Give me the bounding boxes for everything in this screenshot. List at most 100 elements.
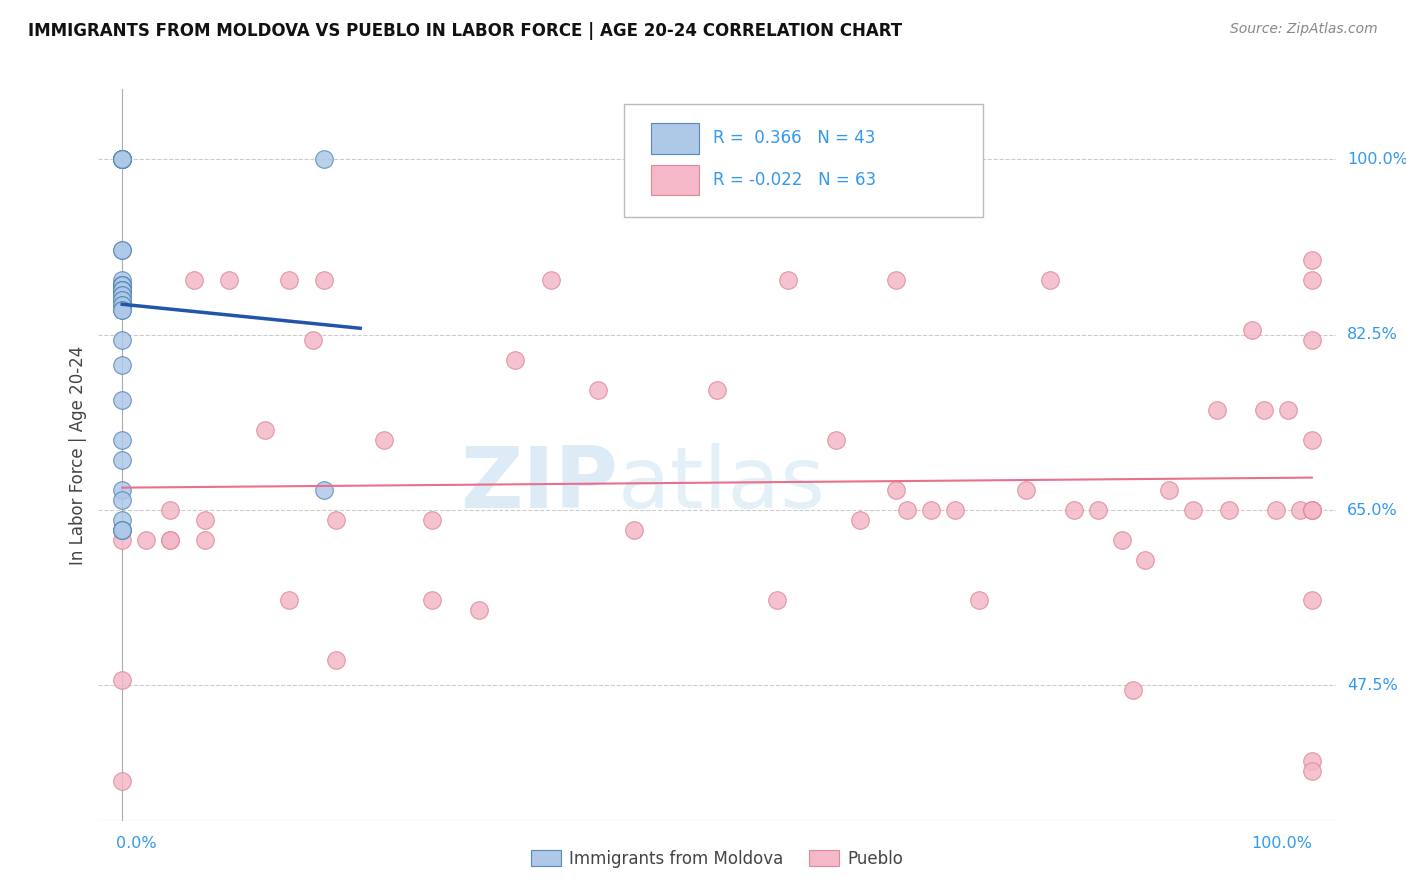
Point	[111, 272, 134, 286]
Point	[301, 333, 323, 347]
Point	[1111, 533, 1133, 547]
FancyBboxPatch shape	[624, 103, 983, 218]
Point	[1087, 503, 1109, 517]
Point	[314, 272, 336, 286]
Point	[967, 593, 990, 607]
Point	[111, 153, 134, 167]
Point	[1301, 764, 1323, 778]
Y-axis label: In Labor Force | Age 20-24: In Labor Force | Age 20-24	[69, 345, 87, 565]
Point	[586, 383, 609, 397]
Point	[218, 272, 240, 286]
Point	[1301, 252, 1323, 267]
Point	[111, 298, 134, 312]
Text: 82.5%: 82.5%	[1347, 327, 1398, 343]
Point	[111, 298, 134, 312]
Point	[111, 277, 134, 292]
Point	[111, 243, 134, 257]
Point	[277, 593, 299, 607]
Point	[765, 593, 787, 607]
Point	[111, 153, 134, 167]
Text: Source: ZipAtlas.com: Source: ZipAtlas.com	[1230, 22, 1378, 37]
Point	[420, 513, 443, 527]
Point	[111, 283, 134, 297]
Point	[111, 277, 134, 292]
Point	[183, 272, 205, 286]
Point	[111, 153, 134, 167]
Point	[111, 153, 134, 167]
Point	[884, 272, 907, 286]
Point	[111, 453, 134, 467]
Point	[111, 283, 134, 297]
Text: 0.0%: 0.0%	[117, 836, 157, 851]
Point	[111, 153, 134, 167]
Text: atlas: atlas	[619, 442, 827, 525]
Point	[778, 272, 800, 286]
Point	[1301, 503, 1323, 517]
Point	[111, 483, 134, 497]
Point	[1301, 754, 1323, 768]
Text: 65.0%: 65.0%	[1347, 502, 1398, 517]
Point	[1241, 323, 1264, 337]
Point	[920, 503, 942, 517]
Point	[1015, 483, 1038, 497]
Point	[194, 533, 217, 547]
Text: R = -0.022   N = 63: R = -0.022 N = 63	[713, 171, 876, 189]
Point	[1205, 402, 1227, 417]
Point	[373, 433, 395, 447]
Point	[111, 153, 134, 167]
Point	[111, 513, 134, 527]
Point	[1301, 333, 1323, 347]
Text: 100.0%: 100.0%	[1347, 152, 1406, 167]
Point	[253, 423, 276, 437]
Point	[706, 383, 728, 397]
Point	[159, 533, 181, 547]
Point	[314, 153, 336, 167]
Point	[111, 287, 134, 301]
Point	[111, 302, 134, 317]
Point	[420, 593, 443, 607]
Point	[111, 358, 134, 372]
Text: 100.0%: 100.0%	[1251, 836, 1312, 851]
Point	[111, 523, 134, 537]
Point	[1253, 402, 1275, 417]
Point	[111, 277, 134, 292]
Point	[111, 153, 134, 167]
Point	[111, 277, 134, 292]
Point	[1301, 593, 1323, 607]
Point	[1181, 503, 1204, 517]
Point	[1122, 683, 1144, 698]
Point	[111, 333, 134, 347]
Text: IMMIGRANTS FROM MOLDOVA VS PUEBLO IN LABOR FORCE | AGE 20-24 CORRELATION CHART: IMMIGRANTS FROM MOLDOVA VS PUEBLO IN LAB…	[28, 22, 903, 40]
Point	[1063, 503, 1085, 517]
Point	[825, 433, 848, 447]
Point	[849, 513, 872, 527]
Point	[111, 673, 134, 688]
Point	[135, 533, 157, 547]
Point	[111, 153, 134, 167]
Text: 47.5%: 47.5%	[1347, 678, 1398, 693]
Point	[468, 603, 491, 617]
Text: R =  0.366   N = 43: R = 0.366 N = 43	[713, 129, 876, 147]
Bar	[651, 123, 699, 153]
Point	[896, 503, 918, 517]
Point	[1277, 402, 1299, 417]
Point	[1039, 272, 1062, 286]
Point	[111, 153, 134, 167]
Text: ZIP: ZIP	[460, 442, 619, 525]
Point	[1301, 503, 1323, 517]
Point	[111, 153, 134, 167]
Point	[111, 533, 134, 547]
Point	[314, 483, 336, 497]
Point	[111, 293, 134, 307]
Legend: Immigrants from Moldova, Pueblo: Immigrants from Moldova, Pueblo	[524, 843, 910, 874]
Point	[325, 513, 347, 527]
Point	[1301, 272, 1323, 286]
Point	[194, 513, 217, 527]
Point	[325, 653, 347, 667]
Point	[277, 272, 299, 286]
Point	[111, 277, 134, 292]
Point	[884, 483, 907, 497]
Point	[111, 283, 134, 297]
Point	[111, 433, 134, 447]
Point	[159, 533, 181, 547]
